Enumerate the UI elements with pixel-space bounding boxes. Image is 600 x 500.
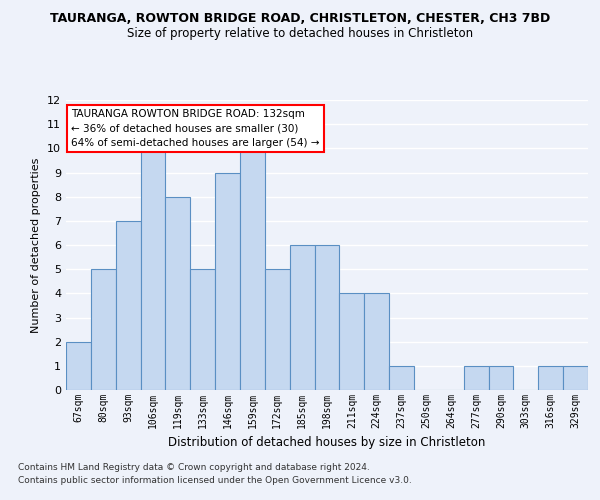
Text: Distribution of detached houses by size in Christleton: Distribution of detached houses by size … bbox=[169, 436, 485, 449]
Bar bbox=[116, 221, 140, 390]
Bar bbox=[66, 342, 91, 390]
Bar bbox=[290, 245, 314, 390]
Bar bbox=[166, 196, 190, 390]
Text: TAURANGA ROWTON BRIDGE ROAD: 132sqm
← 36% of detached houses are smaller (30)
64: TAURANGA ROWTON BRIDGE ROAD: 132sqm ← 36… bbox=[71, 108, 320, 148]
Bar bbox=[314, 245, 340, 390]
Text: TAURANGA, ROWTON BRIDGE ROAD, CHRISTLETON, CHESTER, CH3 7BD: TAURANGA, ROWTON BRIDGE ROAD, CHRISTLETO… bbox=[50, 12, 550, 26]
Bar bbox=[215, 172, 240, 390]
Bar bbox=[563, 366, 588, 390]
Bar bbox=[140, 148, 166, 390]
Y-axis label: Number of detached properties: Number of detached properties bbox=[31, 158, 41, 332]
Bar bbox=[389, 366, 414, 390]
Bar bbox=[190, 269, 215, 390]
Text: Contains HM Land Registry data © Crown copyright and database right 2024.: Contains HM Land Registry data © Crown c… bbox=[18, 464, 370, 472]
Bar bbox=[464, 366, 488, 390]
Bar bbox=[91, 269, 116, 390]
Bar bbox=[364, 294, 389, 390]
Text: Size of property relative to detached houses in Christleton: Size of property relative to detached ho… bbox=[127, 28, 473, 40]
Text: Contains public sector information licensed under the Open Government Licence v3: Contains public sector information licen… bbox=[18, 476, 412, 485]
Bar bbox=[538, 366, 563, 390]
Bar bbox=[265, 269, 290, 390]
Bar bbox=[488, 366, 514, 390]
Bar bbox=[240, 148, 265, 390]
Bar bbox=[340, 294, 364, 390]
